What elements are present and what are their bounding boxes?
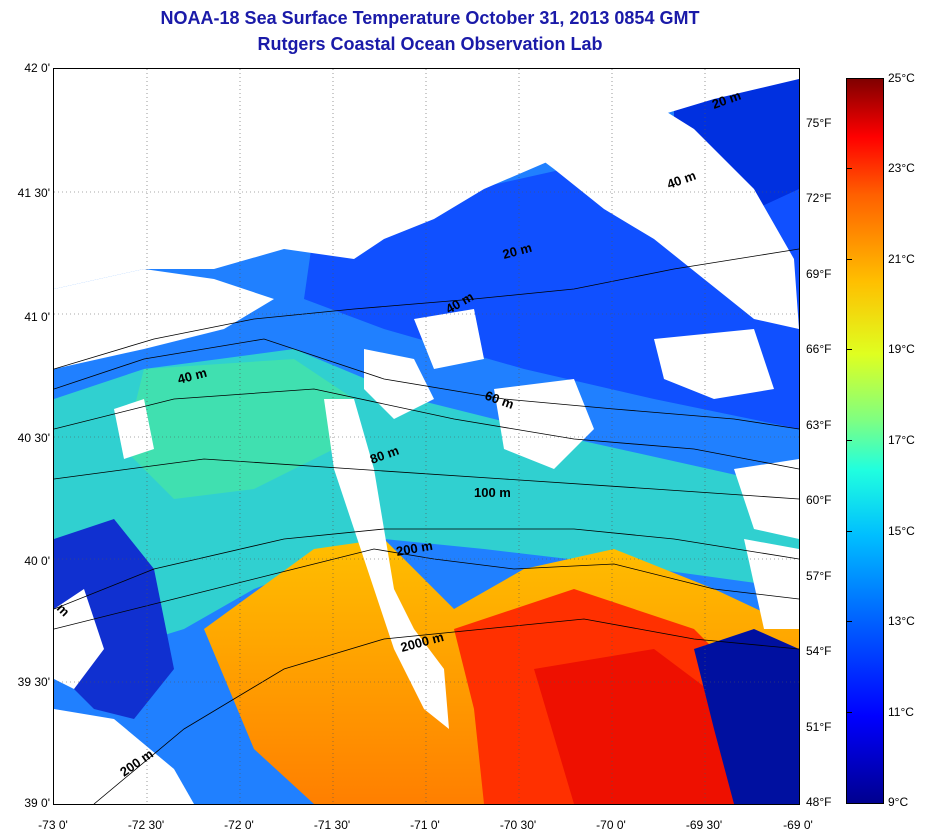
- celsius-label: 23°C: [888, 161, 915, 175]
- lon-label: -70 0': [596, 818, 626, 832]
- lon-label: -71 30': [313, 818, 351, 832]
- fahrenheit-label: 57°F: [806, 569, 832, 583]
- celsius-label: 21°C: [888, 252, 915, 266]
- fahrenheit-label: 75°F: [806, 116, 832, 130]
- bathymetry-contours: [54, 248, 799, 804]
- cloud-gap: [54, 589, 104, 689]
- lon-label: -72 0': [224, 818, 254, 832]
- cloud-gap: [324, 399, 449, 729]
- cloud-gap: [654, 329, 774, 399]
- cloud-gap: [114, 399, 154, 459]
- lat-label: 39 0': [24, 796, 50, 810]
- sst-map-canvas: 20 m 40 m 20 m 40 m 40 m 60 m 80 m 100 m…: [54, 69, 799, 804]
- fahrenheit-label: 51°F: [806, 720, 832, 734]
- graticule: [54, 69, 799, 804]
- lat-label: 42 0': [24, 61, 50, 75]
- lon-label: -69 0': [783, 818, 813, 832]
- contour-label: 100 m: [474, 485, 511, 500]
- lon-label: -73 0': [38, 818, 68, 832]
- lon-label: -70 30': [499, 818, 537, 832]
- cloud-gap: [734, 459, 799, 539]
- lon-label: -69 30': [685, 818, 723, 832]
- lat-label: 41 30': [17, 186, 50, 200]
- celsius-label: 25°C: [888, 71, 915, 85]
- lat-label: 41 0': [24, 310, 50, 324]
- cold-water-patch-east: [694, 629, 799, 804]
- celsius-label: 17°C: [888, 433, 915, 447]
- fahrenheit-label: 54°F: [806, 644, 832, 658]
- lon-label: -71 0': [410, 818, 440, 832]
- contour-label: 20 m: [501, 240, 534, 262]
- cloud-gap: [414, 309, 484, 369]
- sst-map: 20 m 40 m 20 m 40 m 40 m 60 m 80 m 100 m…: [53, 68, 800, 805]
- celsius-label: 13°C: [888, 614, 915, 628]
- fahrenheit-label: 66°F: [806, 342, 832, 356]
- fahrenheit-label: 48°F: [806, 795, 832, 809]
- contour-label: 200 m: [395, 538, 434, 559]
- long-island-land: [54, 269, 274, 369]
- lon-label: -72 30': [127, 818, 165, 832]
- map-subtitle: Rutgers Coastal Ocean Observation Lab: [257, 34, 603, 54]
- fahrenheit-label: 69°F: [806, 267, 832, 281]
- lat-label: 39 30': [17, 675, 50, 689]
- map-title: NOAA-18 Sea Surface Temperature October …: [160, 8, 700, 28]
- celsius-label: 9°C: [888, 795, 909, 809]
- contour-label: 40 m: [176, 365, 209, 387]
- lat-label: 40 0': [24, 554, 50, 568]
- celsius-label: 15°C: [888, 524, 915, 538]
- celsius-label: 19°C: [888, 342, 915, 356]
- lat-label: 40 30': [17, 431, 50, 445]
- fahrenheit-label: 72°F: [806, 191, 832, 205]
- fahrenheit-label: 63°F: [806, 418, 832, 432]
- cloud-gap: [744, 539, 799, 629]
- celsius-label: 11°C: [888, 705, 914, 719]
- cloud-gap: [364, 349, 434, 419]
- cloud-gap: [54, 709, 194, 804]
- temperature-colorbar: [846, 78, 884, 804]
- fahrenheit-label: 60°F: [806, 493, 832, 507]
- cape-cod-land: [474, 79, 799, 329]
